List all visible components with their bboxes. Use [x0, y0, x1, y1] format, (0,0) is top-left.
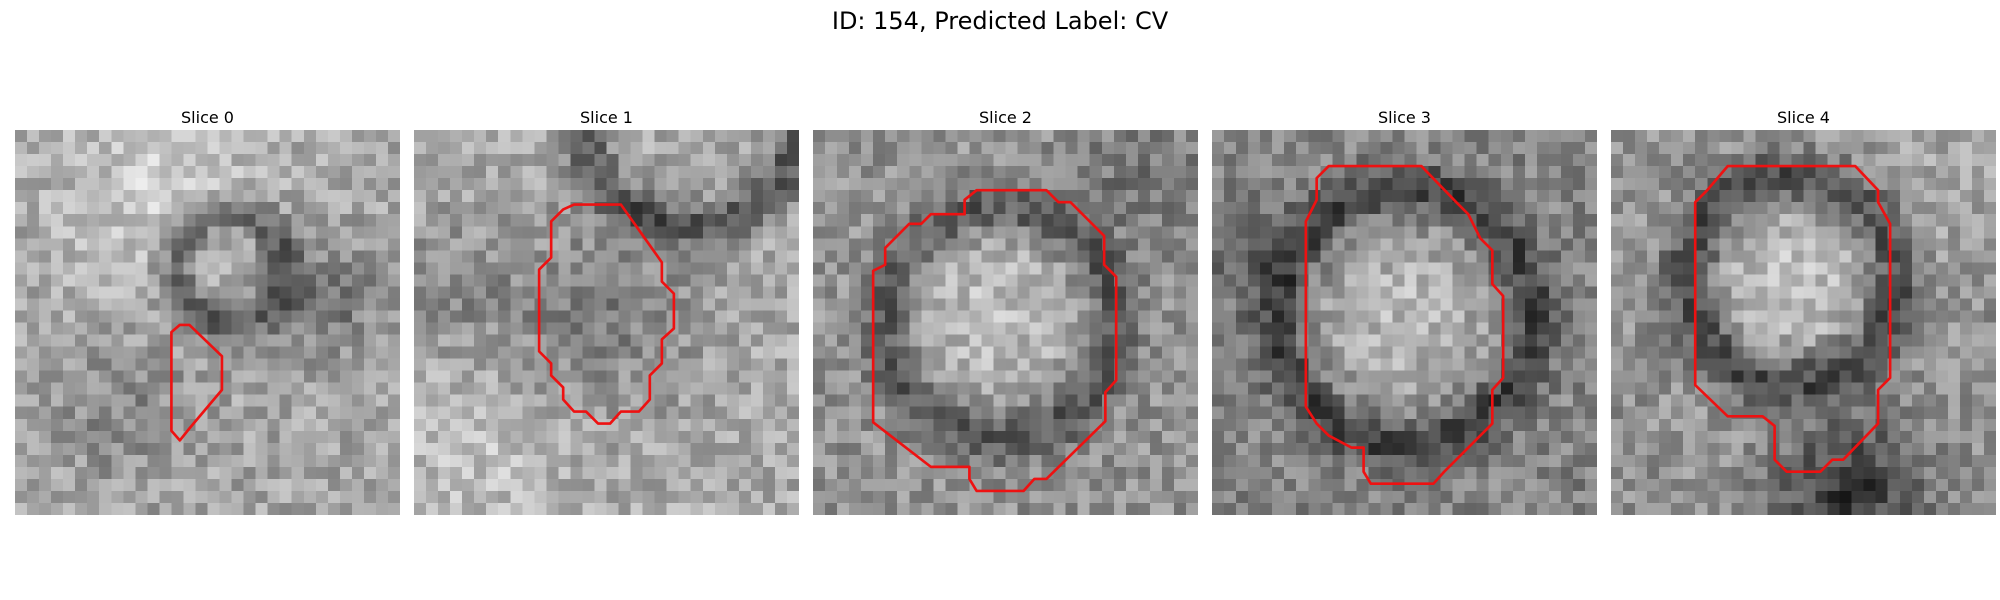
slice-image	[1611, 130, 1996, 515]
slice-title: Slice 4	[1777, 108, 1830, 127]
slice-panel-3: Slice 3	[1212, 108, 1597, 515]
slice-title: Slice 1	[580, 108, 633, 127]
segmentation-contour	[170, 323, 224, 442]
slice-title: Slice 3	[1378, 108, 1431, 127]
figure-title: ID: 154, Predicted Label: CV	[831, 7, 1169, 35]
slice-title: Slice 0	[181, 108, 234, 127]
slice-image	[813, 130, 1198, 515]
slice-title: Slice 2	[979, 108, 1032, 127]
slice-texture	[813, 130, 1198, 515]
slice-texture	[414, 130, 799, 515]
slice-image	[1212, 130, 1597, 515]
segmentation-contour	[871, 188, 1118, 493]
segmentation-contour	[1304, 164, 1505, 486]
slice-image	[414, 130, 799, 515]
segmentation-contour	[537, 203, 676, 425]
slice-panel-4: Slice 4	[1611, 108, 1996, 515]
segmentation-contour	[1693, 164, 1892, 474]
slice-image	[15, 130, 400, 515]
slice-texture	[15, 130, 400, 515]
slice-texture	[1611, 130, 1996, 515]
slice-texture	[1212, 130, 1597, 515]
slice-panel-2: Slice 2	[813, 108, 1198, 515]
slice-panel-0: Slice 0	[15, 108, 400, 515]
slice-panel-1: Slice 1	[414, 108, 799, 515]
